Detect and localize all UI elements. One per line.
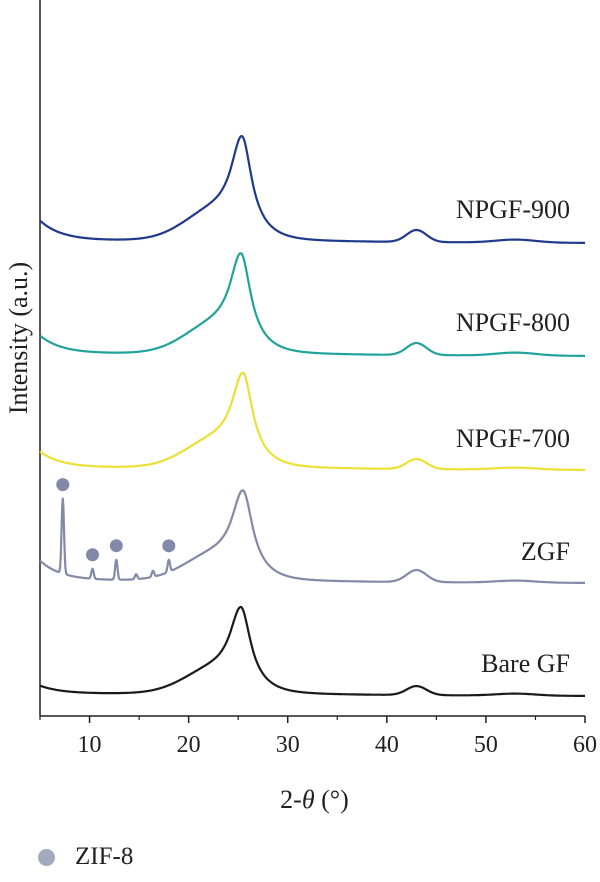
x-tick-label-60: 60 — [573, 732, 597, 758]
series-line-npgf-900 — [39, 134, 586, 244]
zif8-marker-3 — [162, 539, 176, 553]
y-axis-title: Intensity (a.u.) — [4, 262, 33, 414]
zif8-marker-1 — [86, 548, 100, 562]
x-tick-label-40: 40 — [375, 732, 399, 758]
series-label-npgf-800: NPGF-800 — [456, 308, 570, 337]
x-tick-label-30: 30 — [276, 732, 300, 758]
x-tick-label-10: 10 — [78, 732, 102, 758]
zif8-marker-2 — [109, 539, 123, 553]
series-label-npgf-700: NPGF-700 — [456, 424, 570, 453]
x-axis-title: 2-θ (°) — [280, 785, 349, 814]
series-label-npgf-900: NPGF-900 — [456, 195, 570, 224]
series-line-npgf-700 — [39, 371, 586, 471]
zif8-marker-0 — [56, 478, 70, 492]
series-line-npgf-800 — [39, 252, 586, 357]
x-tick-label-50: 50 — [474, 732, 498, 758]
zif8-legend-marker — [38, 848, 55, 866]
series-line-bare-gf — [39, 605, 586, 697]
x-tick-label-20: 20 — [177, 732, 201, 758]
series-label-zgf: ZGF — [521, 537, 570, 566]
series-label-bare-gf: Bare GF — [481, 649, 570, 678]
legend: ZIF-8 — [38, 842, 133, 872]
series-line-zgf — [39, 489, 586, 584]
legend-label: ZIF-8 — [75, 843, 134, 870]
